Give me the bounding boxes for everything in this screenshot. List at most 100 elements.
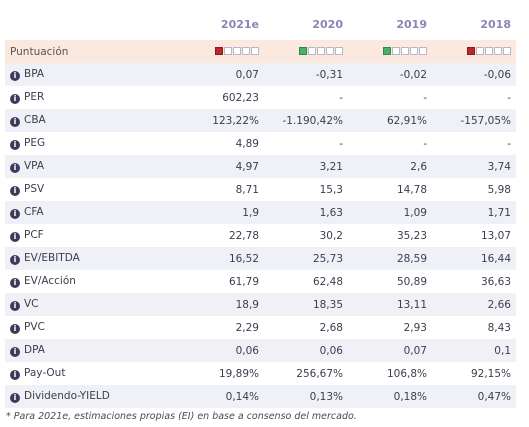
ratios-table: 2021e 2020 2019 2018 Puntuación i BPA 0,07… — [5, 8, 516, 408]
rating-square-filled — [467, 46, 475, 55]
info-icon[interactable]: i — [10, 347, 20, 357]
row-label: VC — [24, 298, 39, 310]
value-cell: - — [348, 86, 432, 109]
value-cell: 62,91% — [348, 109, 432, 132]
value-cell: - — [348, 132, 432, 155]
row-label: PSV — [24, 183, 45, 195]
value-cell: 62,48 — [264, 270, 348, 293]
value-cell: 36,63 — [432, 270, 516, 293]
info-icon[interactable]: i — [10, 209, 20, 219]
info-icon[interactable]: i — [10, 393, 20, 403]
value-cell: 13,11 — [348, 293, 432, 316]
value-cell: 2,66 — [432, 293, 516, 316]
info-icon[interactable]: i — [10, 278, 20, 288]
rating-square-empty — [392, 46, 400, 55]
rating-square-empty — [476, 46, 484, 55]
value-cell: 18,35 — [264, 293, 348, 316]
value-cell: 0,07 — [348, 339, 432, 362]
value-cell: 30,2 — [264, 224, 348, 247]
value-cell: 2,6 — [348, 155, 432, 178]
row-label: EV/EBITDA — [24, 252, 80, 264]
value-cell: 256,67% — [264, 362, 348, 385]
rating-square-empty — [308, 46, 316, 55]
row-label-cell: i PVC — [5, 316, 180, 339]
rating-square-empty — [326, 46, 334, 55]
rating-square-empty — [494, 46, 502, 55]
value-cell: 0,07 — [180, 63, 264, 86]
table-row: i PEG 4,89- - - — [5, 132, 516, 155]
value-cell: 8,43 — [432, 316, 516, 339]
value-cell: 19,89% — [180, 362, 264, 385]
score-cell — [264, 40, 348, 63]
row-label: DPA — [24, 344, 45, 356]
rating-square-empty — [419, 46, 427, 55]
table-row: i PER 602,23- - - — [5, 86, 516, 109]
value-cell: 0,14% — [180, 385, 264, 408]
info-icon[interactable]: i — [10, 301, 20, 311]
value-cell: 35,23 — [348, 224, 432, 247]
rating-squares — [382, 46, 427, 58]
table-row: i CBA 123,22% -1.190,42% 62,91% -157,05% — [5, 109, 516, 132]
value-cell: 13,07 — [432, 224, 516, 247]
table-row: i EV/Acción 61,79 62,48 50,89 36,63 — [5, 270, 516, 293]
row-label: PCF — [24, 229, 44, 241]
rating-squares — [214, 46, 259, 58]
value-cell: -157,05% — [432, 109, 516, 132]
value-cell: 18,9 — [180, 293, 264, 316]
value-cell: 3,74 — [432, 155, 516, 178]
rating-square-filled — [215, 46, 223, 55]
info-icon[interactable]: i — [10, 71, 20, 81]
info-icon[interactable]: i — [10, 370, 20, 380]
value-cell: - — [432, 132, 516, 155]
row-label: CBA — [24, 114, 46, 126]
info-icon[interactable]: i — [10, 232, 20, 242]
header-year-2020: 2020 — [312, 17, 343, 31]
row-label-cell: i PEG — [5, 132, 180, 155]
value-cell: - — [264, 86, 348, 109]
rating-square-filled — [299, 46, 307, 55]
row-label: EV/Acción — [24, 275, 76, 287]
row-label: PEG — [24, 137, 46, 149]
rating-square-empty — [233, 46, 241, 55]
table-row: i Pay-Out 19,89% 256,67% 106,8% 92,15% — [5, 362, 516, 385]
row-label-cell: i BPA — [5, 63, 180, 86]
value-cell: 2,29 — [180, 316, 264, 339]
footnote: * Para 2021e, estimaciones propias (EI) … — [6, 411, 357, 422]
rating-square-empty — [242, 46, 250, 55]
value-cell: 61,79 — [180, 270, 264, 293]
value-cell: 106,8% — [348, 362, 432, 385]
row-label-cell: i DPA — [5, 339, 180, 362]
table-row: i Dividendo-YIELD 0,14% 0,13% 0,18% 0,47% — [5, 385, 516, 408]
table-row: i BPA 0,07 -0,31 -0,02 -0,06 — [5, 63, 516, 86]
info-icon[interactable]: i — [10, 140, 20, 150]
value-cell: 14,78 — [348, 178, 432, 201]
value-cell: 1,71 — [432, 201, 516, 224]
value-cell: - — [264, 132, 348, 155]
info-icon[interactable]: i — [10, 163, 20, 173]
row-label: PER — [24, 91, 45, 103]
value-cell: 4,89 — [180, 132, 264, 155]
info-icon[interactable]: i — [10, 255, 20, 265]
value-cell: 2,93 — [348, 316, 432, 339]
info-icon[interactable]: i — [10, 94, 20, 104]
value-cell: -1.190,42% — [264, 109, 348, 132]
info-icon[interactable]: i — [10, 117, 20, 127]
value-cell: 2,68 — [264, 316, 348, 339]
row-label-cell: i CBA — [5, 109, 180, 132]
info-icon[interactable]: i — [10, 186, 20, 196]
info-icon[interactable]: i — [10, 324, 20, 334]
value-cell: 1,9 — [180, 201, 264, 224]
header-blank — [5, 8, 180, 40]
score-cell — [348, 40, 432, 63]
value-cell: 123,22% — [180, 109, 264, 132]
header-year-2021e: 2021e — [220, 17, 259, 31]
row-label-cell: i Dividendo-YIELD — [5, 385, 180, 408]
table-row: i PCF 22,78 30,2 35,23 13,07 — [5, 224, 516, 247]
value-cell: 22,78 — [180, 224, 264, 247]
value-cell: 1,09 — [348, 201, 432, 224]
table-row: i CFA 1,9 1,63 1,09 1,71 — [5, 201, 516, 224]
table-row: i VC 18,9 18,35 13,11 2,66 — [5, 293, 516, 316]
value-cell: 602,23 — [180, 86, 264, 109]
value-cell: 28,59 — [348, 247, 432, 270]
value-cell: 50,89 — [348, 270, 432, 293]
